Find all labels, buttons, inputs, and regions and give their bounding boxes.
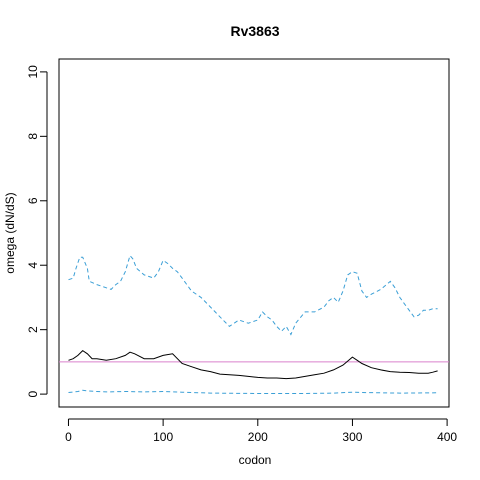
chart-title: Rv3863 [230, 23, 279, 39]
y-tick-label: 8 [26, 133, 40, 140]
y-tick-label: 4 [26, 262, 40, 269]
x-tick-label: 0 [65, 430, 72, 444]
lower-bound-line [68, 389, 438, 394]
x-tick-label: 200 [248, 430, 268, 444]
x-tick-label: 300 [342, 430, 362, 444]
x-tick-label: 400 [437, 430, 457, 444]
x-tick-label: 100 [153, 430, 173, 444]
y-tick-label: 6 [26, 197, 40, 204]
plot-frame [58, 58, 450, 408]
upper-bound-line [68, 254, 438, 336]
y-tick-label: 10 [26, 65, 40, 79]
mean-omega-line [68, 349, 438, 380]
y-axis-label: omega (dN/dS) [3, 192, 17, 273]
x-axis-label: codon [239, 453, 272, 467]
y-tick-label: 2 [26, 326, 40, 333]
y-tick-label: 0 [26, 390, 40, 397]
